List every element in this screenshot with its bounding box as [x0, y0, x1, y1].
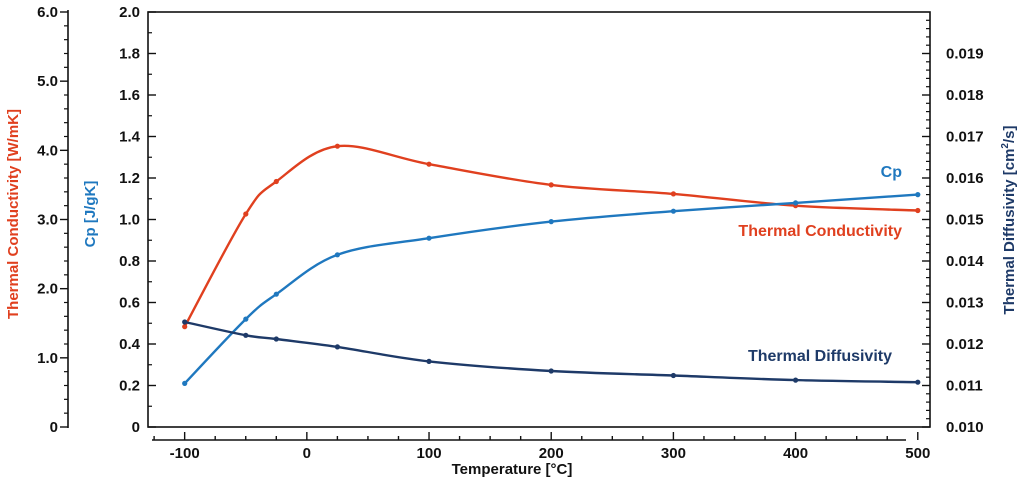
thermal-conductivity-point: [426, 161, 432, 167]
thermal-diffusivity-point: [334, 344, 340, 350]
cp-point: [182, 380, 188, 386]
thermal-diffusivity-point: [793, 377, 799, 383]
td-tick-label: 0.013: [946, 295, 984, 312]
td-axis-title: Thermal Diffusivity [cm2/s]: [1000, 126, 1018, 315]
series-layer: [182, 143, 921, 386]
cp-point: [548, 219, 554, 225]
td-tick-label: 0.015: [946, 212, 984, 229]
thermal-diffusivity-point: [243, 332, 249, 338]
x-tick-label: 300: [661, 445, 686, 462]
thermal-diffusivity-point: [915, 379, 921, 385]
cp-tick-label: 0.4: [119, 336, 141, 353]
tc-tick-label: 5.0: [37, 73, 58, 90]
cp-line: [183, 193, 918, 385]
tc-tick-label: 2.0: [37, 281, 58, 298]
cp-point: [915, 192, 921, 198]
thermal-conductivity-point: [670, 191, 677, 197]
thermal-diffusivity-point: [273, 336, 279, 342]
tc-tick-label: 4.0: [37, 142, 58, 159]
td-tick-label: 0.018: [946, 87, 984, 104]
tc-tick-label: 0: [50, 419, 58, 436]
tc-tick-label: 6.0: [37, 4, 58, 21]
axes-layer: -100 0 100 200 300 400 500 0 1.0 2.0 3.0 4.0 5.0 6.0 0…: [37, 4, 984, 462]
cp-tick-label: 0: [132, 419, 140, 436]
td-tick-label: 0.019: [946, 46, 984, 63]
cp-tick-label: 1.0: [119, 212, 140, 229]
x-tick-label: 500: [905, 445, 930, 462]
thermal-diffusivity-line: [184, 320, 918, 384]
cp-tick-label: 1.8: [119, 46, 140, 63]
x-tick-label: 200: [539, 445, 564, 462]
td-tick-label: 0.014: [946, 253, 984, 270]
x-tick-label: 100: [417, 445, 442, 462]
cp-tick-label: 0.2: [119, 378, 140, 395]
cp-tick-label: 1.6: [119, 87, 140, 104]
cp-point: [243, 316, 249, 322]
thermal-conductivity-point: [334, 143, 340, 149]
tc-tick-label: 1.0: [37, 350, 58, 367]
thermal-conductivity-point: [548, 182, 554, 188]
cp-point: [273, 291, 279, 297]
cp-series-label: Cp: [881, 164, 903, 181]
labels-layer: Temperature [°C] Thermal Conductivity [W…: [5, 109, 1018, 478]
tc-tick-label: 3.0: [37, 212, 58, 229]
td-tick-label: 0.011: [946, 378, 983, 395]
cp-tick-label: 2.0: [119, 4, 140, 21]
thermal-diffusivity-point: [548, 368, 554, 374]
tc-series-label: Thermal Conductivity: [738, 223, 902, 240]
tc-axis-title: Thermal Conductivity [W/mK]: [5, 109, 22, 319]
cp-tick-label: 0.8: [119, 253, 140, 270]
cp-axis-title: Cp [J/gK]: [82, 181, 99, 248]
cp-point: [334, 252, 340, 258]
x-tick-label: 400: [783, 445, 808, 462]
td-tick-label: 0.010: [946, 419, 984, 436]
cp-tick-label: 1.2: [119, 170, 140, 187]
td-axis-title-end: /s]: [1001, 126, 1018, 144]
x-axis-title: Temperature [°C]: [452, 461, 573, 478]
td-axis-title-sup: 2: [1000, 143, 1011, 149]
thermal-conductivity-point: [182, 324, 188, 330]
td-tick-label: 0.017: [946, 129, 984, 146]
x-tick-label: -100: [170, 445, 200, 462]
thermal-diffusivity-point: [670, 372, 677, 379]
cp-point: [426, 235, 432, 241]
cp-point: [793, 200, 799, 206]
thermal-diffusivity-point: [426, 358, 432, 364]
cp-tick-label: 1.4: [119, 129, 141, 146]
td-tick-label: 0.016: [946, 170, 984, 187]
x-tick-label: 0: [303, 445, 311, 462]
cp-tick-label: 0.6: [119, 295, 140, 312]
td-tick-label: 0.012: [946, 336, 984, 353]
td-axis-title-main: Thermal Diffusivity [cm: [1001, 149, 1018, 315]
td-series-label: Thermal Diffusivity: [748, 348, 892, 365]
thermal-conductivity-point: [243, 211, 249, 217]
thermal-conductivity-point: [273, 178, 279, 185]
cp-point: [670, 208, 677, 214]
thermal-diffusivity-point: [182, 319, 188, 325]
thermal-conductivity-point: [915, 207, 921, 214]
